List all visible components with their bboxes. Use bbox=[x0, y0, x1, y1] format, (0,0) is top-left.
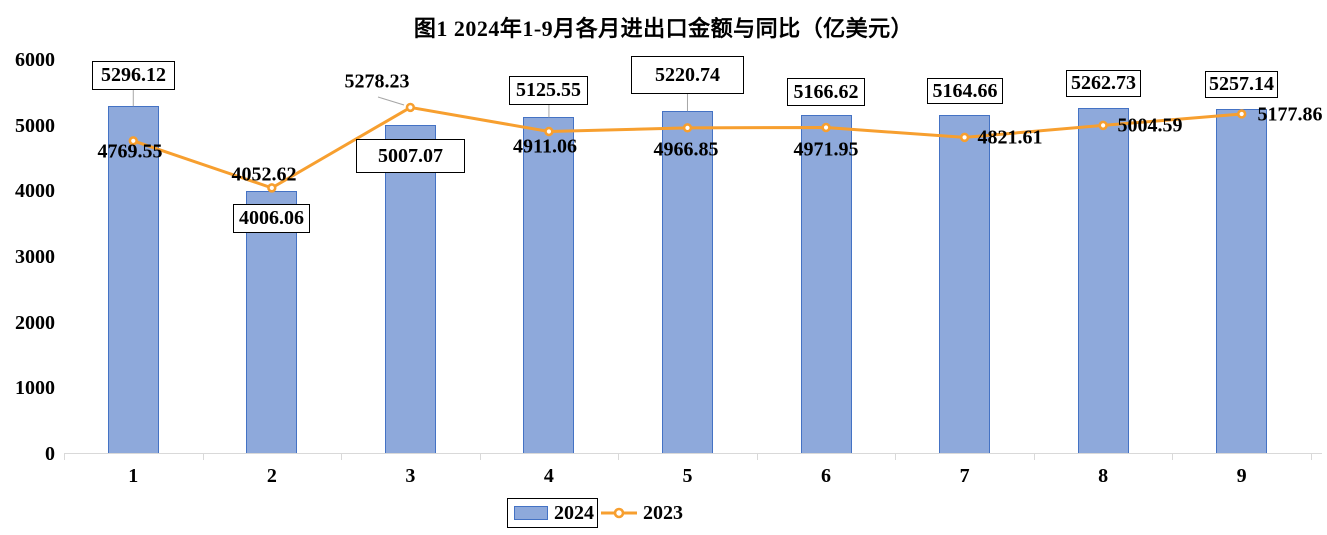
x-axis-label-month-6: 6 bbox=[821, 465, 832, 487]
y-axis-tick-label: 3000 bbox=[15, 246, 55, 268]
line-value-label-month-9: 5177.86 bbox=[1257, 103, 1323, 126]
line-marker-month-2 bbox=[267, 183, 277, 193]
y-axis-tick-label: 5000 bbox=[15, 114, 55, 137]
line-marker-month-9 bbox=[1236, 109, 1247, 119]
line-value-label-month-8: 5004.59 bbox=[1117, 114, 1183, 137]
bar-2024-month-1 bbox=[108, 106, 159, 453]
line-marker-month-6 bbox=[821, 122, 831, 133]
bar-2024-month-3 bbox=[385, 125, 436, 453]
y-axis-tick-label: 6000 bbox=[15, 49, 55, 71]
bar-value-label-month-1: 5296.12 bbox=[92, 61, 175, 90]
legend-bar-swatch-icon bbox=[514, 506, 548, 520]
x-axis-tick-mark bbox=[480, 453, 481, 460]
x-axis-tick-mark bbox=[618, 453, 619, 460]
bar-2024-month-6 bbox=[801, 115, 852, 453]
line-value-label-month-2: 4052.62 bbox=[231, 163, 297, 186]
x-axis-line bbox=[64, 453, 1322, 454]
x-axis-tick-mark bbox=[1311, 453, 1312, 460]
bar-value-label-month-6: 5166.62 bbox=[787, 78, 865, 106]
x-axis-tick-mark bbox=[64, 453, 65, 460]
line-marker-month-1 bbox=[128, 136, 138, 146]
y-axis-tick-label: 1000 bbox=[15, 377, 55, 400]
y-axis-tick-label: 2000 bbox=[15, 311, 55, 334]
line-value-label-month-4: 4911.06 bbox=[513, 135, 577, 158]
x-axis-tick-mark bbox=[895, 453, 896, 460]
line-marker-month-8 bbox=[1098, 120, 1108, 131]
bar-2024-month-7 bbox=[939, 115, 990, 453]
line-value-label-month-5: 4966.85 bbox=[653, 138, 719, 161]
bar-value-label-month-3: 5007.07 bbox=[356, 139, 465, 173]
bar-value-label-month-7: 5164.66 bbox=[927, 78, 1003, 104]
x-axis-tick-mark bbox=[757, 453, 758, 460]
bar-value-label-month-9: 5257.14 bbox=[1205, 71, 1278, 98]
bar-2024-month-5 bbox=[662, 111, 713, 453]
line-value-label-month-7: 4821.61 bbox=[977, 126, 1043, 149]
bar-2024-month-4 bbox=[523, 117, 574, 453]
line-label-leader-line bbox=[377, 96, 405, 106]
x-axis-tick-mark bbox=[1172, 453, 1173, 460]
bar-value-label-month-2: 4006.06 bbox=[233, 204, 310, 233]
line-marker-month-4 bbox=[544, 126, 554, 137]
line-marker-month-5 bbox=[682, 123, 693, 133]
legend-item-2023: 2023 bbox=[600, 498, 683, 528]
legend-label-2024: 2024 bbox=[554, 502, 594, 524]
line-value-label-month-6: 4971.95 bbox=[793, 138, 859, 161]
bar-value-label-month-8: 5262.73 bbox=[1066, 70, 1141, 97]
bar-2024-month-8 bbox=[1078, 108, 1129, 453]
y-axis-tick-label: 0 bbox=[45, 443, 55, 465]
x-axis-tick-mark bbox=[341, 453, 342, 460]
chart-title: 图1 2024年1-9月各月进出口金额与同比（亿美元） bbox=[413, 16, 914, 41]
x-axis-tick-mark bbox=[203, 453, 204, 460]
legend-item-2024: 2024 bbox=[507, 498, 598, 528]
line-marker-month-3 bbox=[405, 102, 416, 113]
line-value-label-month-3: 5278.23 bbox=[344, 70, 410, 93]
x-axis-label-month-9: 9 bbox=[1236, 465, 1247, 487]
x-axis-tick-mark bbox=[1034, 453, 1035, 460]
x-axis-label-month-2: 2 bbox=[266, 465, 277, 487]
x-axis-label-month-7: 7 bbox=[959, 465, 970, 487]
x-axis-label-month-5: 5 bbox=[682, 465, 693, 487]
legend-line-marker-icon bbox=[601, 507, 637, 519]
x-axis-label-month-1: 1 bbox=[128, 465, 139, 487]
x-axis-label-month-8: 8 bbox=[1098, 465, 1109, 487]
bar-2024-month-9 bbox=[1216, 109, 1267, 453]
bar-2024-month-2 bbox=[246, 191, 297, 453]
bar-value-label-month-5: 5220.74 bbox=[631, 56, 744, 94]
y-axis-tick-label: 4000 bbox=[15, 180, 55, 203]
legend-label-2023: 2023 bbox=[643, 502, 683, 524]
legend: 2024 2023 bbox=[507, 498, 683, 528]
line-value-label-month-1: 4769.55 bbox=[97, 140, 163, 163]
x-axis-label-month-3: 3 bbox=[405, 465, 416, 487]
x-axis-label-month-4: 4 bbox=[543, 465, 554, 487]
bar-value-label-month-4: 5125.55 bbox=[509, 76, 588, 105]
line-marker-month-7 bbox=[959, 132, 970, 143]
